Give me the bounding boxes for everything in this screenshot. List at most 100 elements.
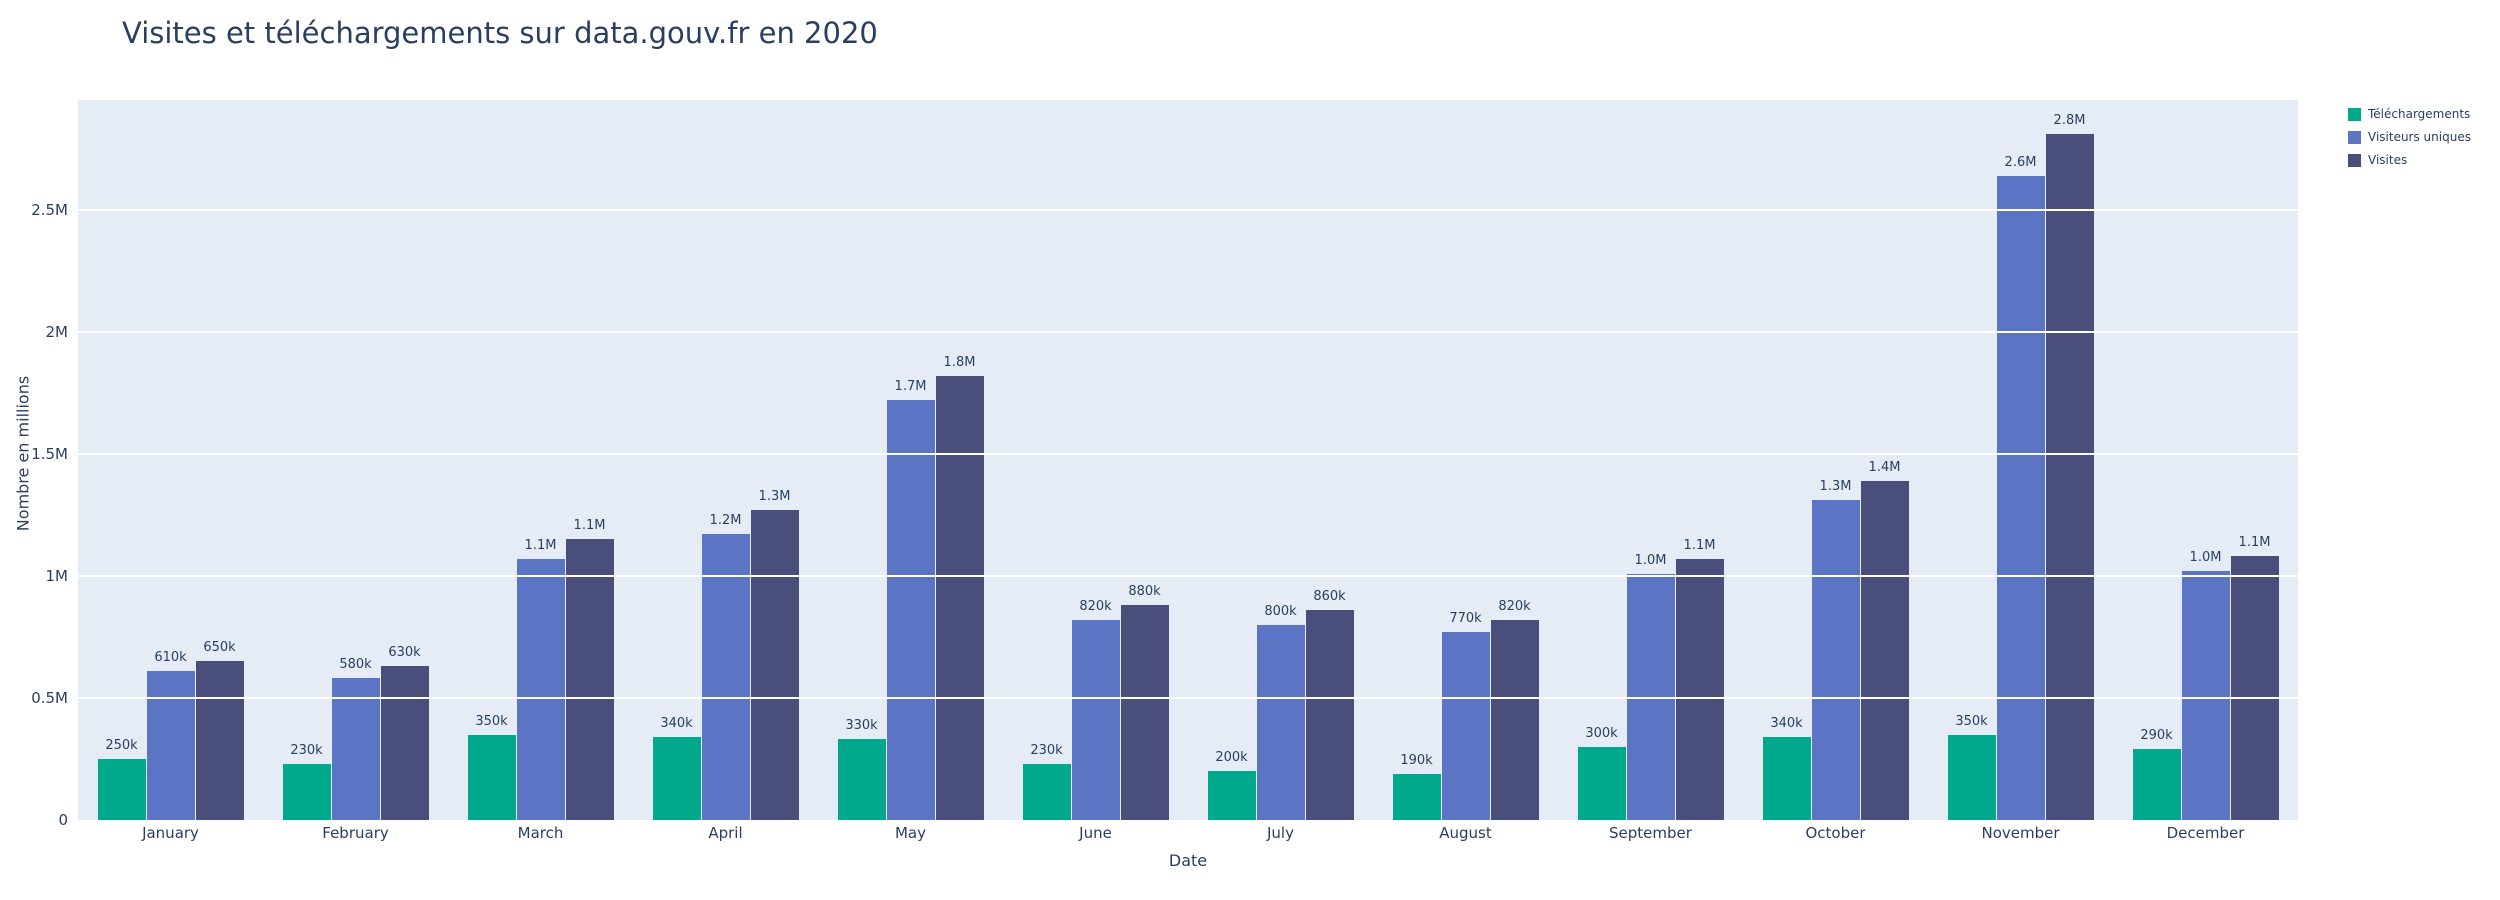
bar-telechargements[interactable]: 190k: [1392, 753, 1441, 820]
bar-value-label: 1.0M: [1634, 552, 1667, 568]
bar-visiteurs-uniques[interactable]: 610k: [146, 650, 195, 820]
bar-group-april: 340k 1.2M 1.3M: [633, 100, 818, 820]
bar-group-october: 340k 1.3M 1.4M: [1743, 100, 1928, 820]
bar-value-label: 1.3M: [1819, 479, 1852, 495]
bar-telechargements[interactable]: 230k: [282, 743, 331, 820]
bar-value-label: 800k: [1264, 603, 1297, 619]
bar-value-label: 1.1M: [573, 518, 606, 534]
chart-title: Visites et téléchargements sur data.gouv…: [122, 16, 878, 50]
bar-visites[interactable]: 1.1M: [2230, 535, 2279, 820]
bar-value-label: 230k: [1030, 742, 1063, 758]
x-tick-label: May: [894, 824, 926, 842]
bar-group-november: 350k 2.6M 2.8M: [1928, 100, 2113, 820]
bar-visites[interactable]: 1.4M: [1860, 460, 1909, 820]
bar-value-label: 340k: [660, 716, 693, 732]
bar-telechargements[interactable]: 290k: [2132, 728, 2181, 820]
legend-swatch: [2348, 153, 2361, 167]
x-axis-tick-labels: January February March April May June July Augu…: [78, 824, 2298, 842]
bar-visiteurs-uniques[interactable]: 800k: [1256, 604, 1305, 820]
bar-visites[interactable]: 1.1M: [1675, 538, 1724, 820]
bar-telechargements[interactable]: 340k: [652, 716, 701, 820]
bar-telechargements[interactable]: 250k: [97, 738, 146, 820]
bar-visites[interactable]: 860k: [1305, 589, 1354, 820]
bar-visites[interactable]: 1.3M: [750, 489, 799, 820]
y-tick-label: 0: [58, 811, 68, 829]
bar-value-label: 1.0M: [2189, 550, 2222, 566]
bar-visiteurs-uniques[interactable]: 1.7M: [886, 379, 935, 820]
bar-value-label: 1.1M: [1683, 537, 1716, 553]
bar-visiteurs-uniques[interactable]: 820k: [1071, 599, 1120, 820]
bar-telechargements[interactable]: 350k: [467, 714, 516, 820]
bar-telechargements[interactable]: 300k: [1577, 726, 1626, 820]
bar-visiteurs-uniques[interactable]: 580k: [331, 657, 380, 820]
x-tick-label: June: [1079, 824, 1112, 842]
bar-value-label: 2.6M: [2004, 154, 2037, 170]
bar-visites[interactable]: 1.8M: [935, 355, 984, 820]
bar-telechargements[interactable]: 200k: [1207, 750, 1256, 820]
bar-value-label: 880k: [1128, 584, 1161, 600]
legend-item-visiteurs-uniques[interactable]: Visiteurs uniques: [2348, 130, 2471, 144]
x-tick-label: November: [1981, 824, 2060, 842]
legend-swatch: [2348, 130, 2361, 144]
x-tick-label: April: [708, 824, 743, 842]
bar-value-label: 580k: [339, 657, 372, 673]
bar-visites[interactable]: 650k: [195, 640, 244, 820]
bar-value-label: 820k: [1079, 598, 1112, 614]
bar-telechargements[interactable]: 350k: [1947, 714, 1996, 820]
bar-value-label: 1.2M: [709, 513, 742, 529]
y-axis-tick-labels: 0 0.5M 1M 1.5M 2M 2.5M: [0, 100, 68, 829]
bar-visites[interactable]: 630k: [380, 645, 429, 820]
bar-visiteurs-uniques[interactable]: 1.3M: [1811, 479, 1860, 820]
gridline: [78, 696, 2298, 699]
bar-value-label: 1.8M: [943, 354, 976, 370]
bar-group-december: 290k 1.0M 1.1M: [2113, 100, 2298, 820]
bar-value-label: 770k: [1449, 611, 1482, 627]
bar-value-label: 860k: [1313, 589, 1346, 605]
bar-telechargements[interactable]: 230k: [1022, 743, 1071, 820]
bar-group-june: 230k 820k 880k: [1003, 100, 1188, 820]
bar-visites[interactable]: 2.8M: [2045, 113, 2094, 820]
bar-visites[interactable]: 1.1M: [565, 518, 614, 820]
bar-value-label: 290k: [2140, 728, 2173, 744]
bar-visiteurs-uniques[interactable]: 1.2M: [701, 513, 750, 820]
bar-telechargements[interactable]: 330k: [837, 718, 886, 820]
gridline: [78, 208, 2298, 211]
bar-groups-container: 250k 610k 650k 230k 580k 630k 350k 1.1M 1.1M 340k…: [78, 100, 2298, 820]
bar-value-label: 610k: [154, 650, 187, 666]
bar-value-label: 350k: [475, 713, 508, 729]
bar-group-may: 330k 1.7M 1.8M: [818, 100, 1003, 820]
bar-value-label: 1.7M: [894, 379, 927, 395]
x-tick-label: March: [517, 824, 564, 842]
x-tick-label: October: [1805, 824, 1866, 842]
legend-swatch: [2348, 107, 2361, 121]
bar-visiteurs-uniques[interactable]: 1.1M: [516, 538, 565, 820]
x-tick-label: January: [142, 824, 199, 842]
bar-visiteurs-uniques[interactable]: 2.6M: [1996, 155, 2045, 820]
x-tick-label: December: [2166, 824, 2245, 842]
bar-visites[interactable]: 820k: [1490, 599, 1539, 820]
plot-area: 250k 610k 650k 230k 580k 630k 350k 1.1M 1.1M 340k…: [78, 100, 2298, 820]
bar-visiteurs-uniques[interactable]: 770k: [1441, 611, 1490, 820]
y-tick-label: 2.5M: [31, 200, 68, 219]
bar-group-september: 300k 1.0M 1.1M: [1558, 100, 1743, 820]
bar-telechargements[interactable]: 340k: [1762, 716, 1811, 820]
bar-visiteurs-uniques[interactable]: 1.0M: [1626, 553, 1675, 820]
y-tick-label: 0.5M: [31, 688, 68, 707]
x-tick-label: September: [1609, 824, 1692, 842]
bar-group-july: 200k 800k 860k: [1188, 100, 1373, 820]
bar-group-august: 190k 770k 820k: [1373, 100, 1558, 820]
legend-label: Visites: [2368, 153, 2408, 167]
bar-value-label: 1.1M: [524, 537, 557, 553]
gridline: [78, 452, 2298, 455]
bar-visiteurs-uniques[interactable]: 1.0M: [2181, 550, 2230, 820]
bar-value-label: 1.1M: [2238, 535, 2271, 551]
bar-group-february: 230k 580k 630k: [263, 100, 448, 820]
gridline: [78, 330, 2298, 333]
bar-value-label: 2.8M: [2053, 113, 2086, 129]
bar-value-label: 300k: [1585, 725, 1618, 741]
legend-item-telechargements[interactable]: Téléchargements: [2348, 107, 2471, 121]
x-tick-label: February: [322, 824, 389, 842]
legend-label: Visiteurs uniques: [2368, 130, 2471, 144]
legend-item-visites[interactable]: Visites: [2348, 153, 2471, 167]
bar-visites[interactable]: 880k: [1120, 584, 1169, 820]
